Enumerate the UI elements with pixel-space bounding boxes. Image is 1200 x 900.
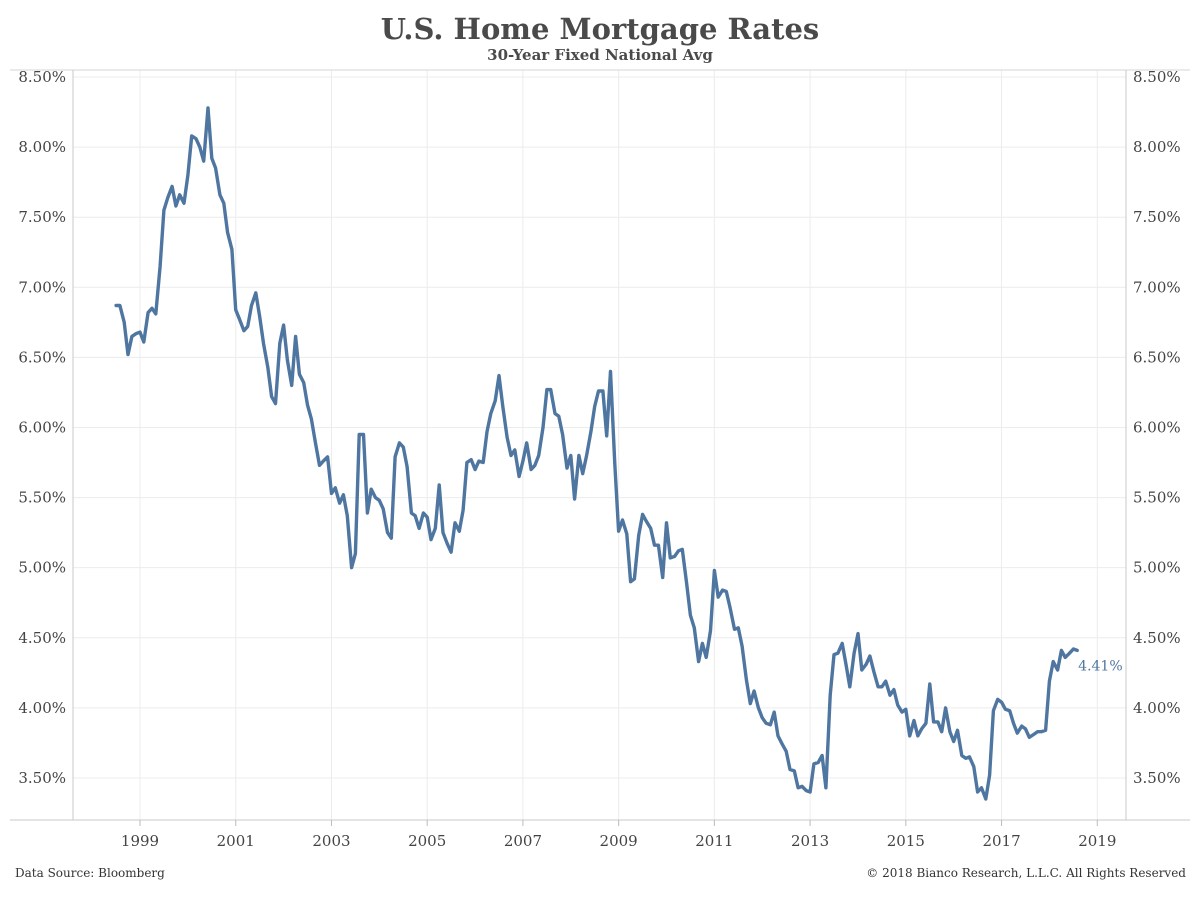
- y-tick-left: 5.50%: [18, 489, 66, 507]
- y-tick-right: 8.00%: [1133, 138, 1181, 156]
- grid-lines: [73, 70, 1126, 820]
- y-tick-left: 6.00%: [18, 418, 66, 436]
- x-tick-label: 2007: [504, 832, 542, 850]
- x-tick-label: 2001: [217, 832, 255, 850]
- y-tick-left: 7.00%: [18, 278, 66, 296]
- y-tick-left: 8.50%: [18, 68, 66, 86]
- chart-subtitle: 30-Year Fixed National Avg: [487, 46, 713, 64]
- last-value-label: 4.41%: [1078, 658, 1122, 674]
- x-tick-label: 1999: [121, 832, 159, 850]
- y-tick-right: 7.00%: [1133, 278, 1181, 296]
- chart-title: U.S. Home Mortgage Rates: [380, 12, 820, 46]
- y-axis-right: 3.50% 4.00% 4.50% 5.00% 5.50% 6.00% 6.50% 7.00%…: [1133, 68, 1181, 787]
- y-tick-right: 5.50%: [1133, 489, 1181, 507]
- x-tick-label: 2013: [791, 832, 829, 850]
- copyright-note: © 2018 Bianco Research, L.L.C. All Right…: [866, 866, 1186, 880]
- plot-frame: [10, 69, 1190, 821]
- mortgage-rate-line: [114, 106, 1079, 801]
- x-axis: 1999 2001 2003 2005 2007 2009 2011 2013 2015 2017…: [121, 820, 1116, 850]
- x-tick-label: 2005: [408, 832, 446, 850]
- y-tick-right: 6.50%: [1133, 348, 1181, 366]
- y-tick-left: 7.50%: [18, 208, 66, 226]
- y-tick-right: 3.50%: [1133, 769, 1181, 787]
- y-tick-left: 6.50%: [18, 348, 66, 366]
- y-tick-left: 4.50%: [18, 629, 66, 647]
- y-tick-right: 7.50%: [1133, 208, 1181, 226]
- y-tick-left: 3.50%: [18, 769, 66, 787]
- y-tick-right: 5.00%: [1133, 559, 1181, 577]
- x-tick-label: 2015: [887, 832, 925, 850]
- x-tick-label: 2019: [1078, 832, 1116, 850]
- y-tick-left: 5.00%: [18, 559, 66, 577]
- y-tick-left: 8.00%: [18, 138, 66, 156]
- y-tick-right: 4.00%: [1133, 699, 1181, 717]
- x-tick-label: 2009: [600, 832, 638, 850]
- y-tick-right: 6.00%: [1133, 418, 1181, 436]
- y-tick-right: 8.50%: [1133, 68, 1181, 86]
- x-tick-label: 2011: [695, 832, 733, 850]
- x-tick-label: 2003: [312, 832, 350, 850]
- y-tick-left: 4.00%: [18, 699, 66, 717]
- y-tick-right: 4.50%: [1133, 629, 1181, 647]
- x-tick-label: 2017: [982, 832, 1020, 850]
- y-axis-left: 3.50% 4.00% 4.50% 5.00% 5.50% 6.00% 6.50% 7.00%…: [18, 68, 66, 787]
- data-source-note: Data Source: Bloomberg: [15, 866, 165, 880]
